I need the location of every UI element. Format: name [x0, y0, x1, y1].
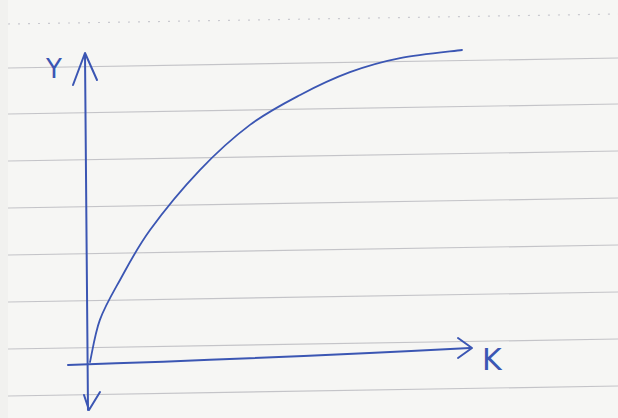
paper-rule: [8, 151, 618, 161]
paper-rule: [8, 58, 618, 68]
y-axis-tail: [84, 392, 100, 410]
x-axis-label: K: [482, 342, 503, 377]
chart-root: YK: [0, 0, 618, 418]
paper-rule: [8, 245, 618, 255]
y-axis-arrow: [73, 53, 97, 85]
paper-sheet: [8, 0, 618, 418]
y-axis: [85, 55, 88, 410]
chart-svg: YK: [0, 0, 618, 418]
paper-rule: [8, 14, 618, 24]
curve: [90, 50, 462, 362]
axes: [68, 53, 472, 410]
y-axis-label: Y: [45, 54, 62, 84]
paper-rule: [8, 104, 618, 114]
x-axis-arrow: [458, 338, 472, 358]
x-axis: [68, 348, 470, 365]
plot-area: [90, 50, 462, 362]
paper-rule: [8, 292, 618, 302]
paper-rule: [8, 339, 618, 349]
paper-rule: [8, 198, 618, 208]
paper: [0, 0, 618, 418]
